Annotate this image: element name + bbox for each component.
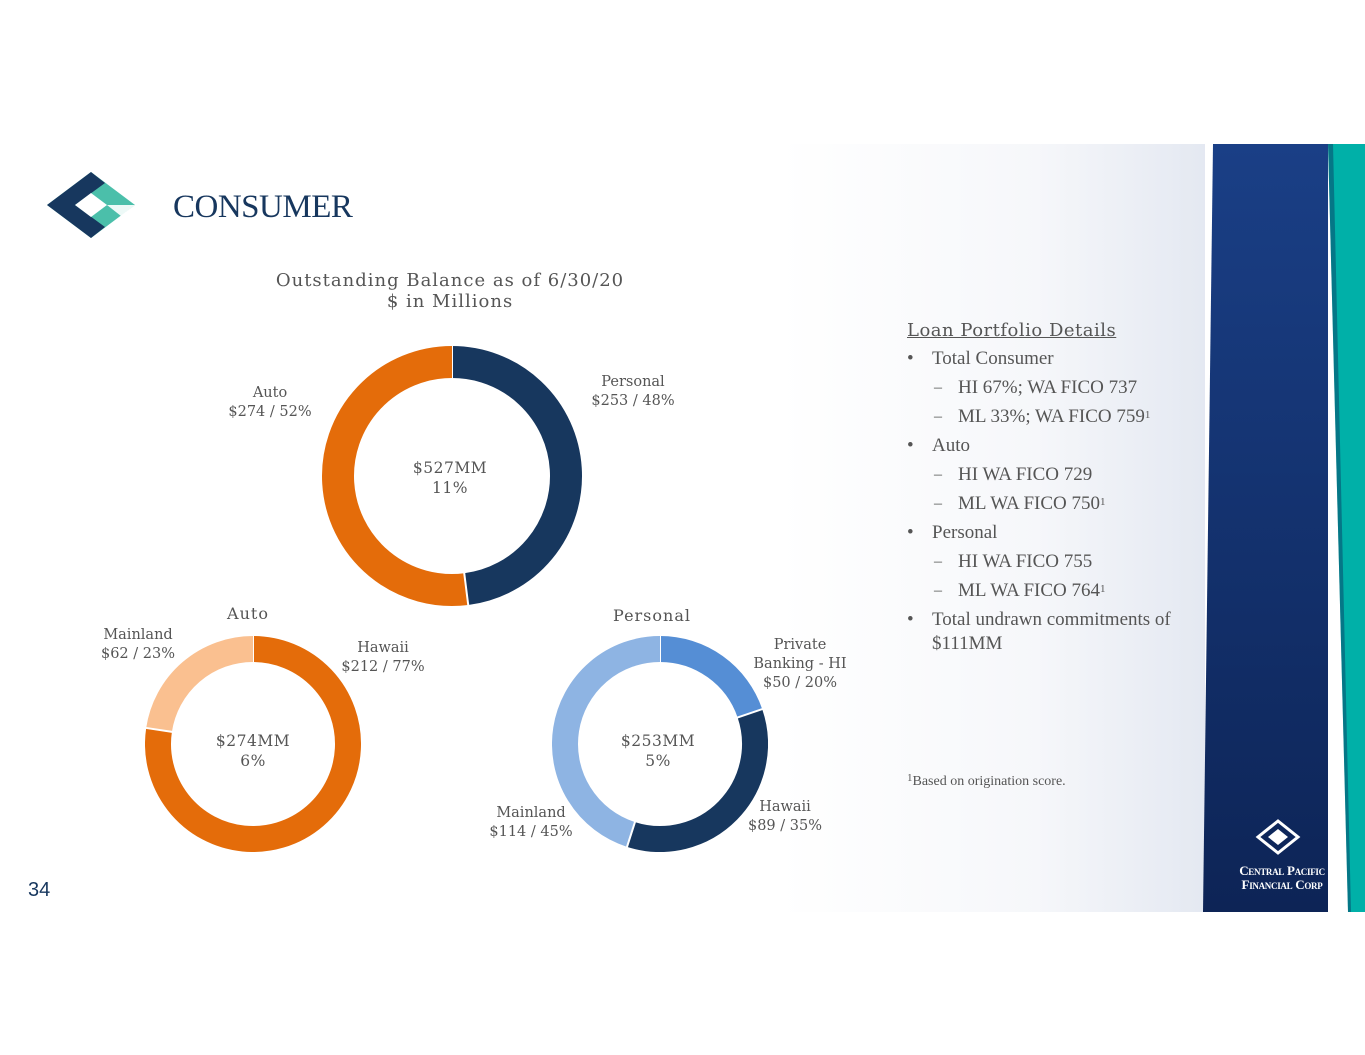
brand-logo-icon bbox=[1255, 819, 1301, 855]
donut-slice-mainland bbox=[552, 636, 661, 847]
chart-title-line: Outstanding Balance as of 6/30/20 bbox=[275, 270, 625, 291]
bullet-total-consumer: Total Consumer bbox=[907, 347, 1177, 371]
bullet-undrawn: Total undrawn commitments of $111MM bbox=[907, 608, 1177, 656]
sub-bullet-auto-hi: HI WA FICO 729 bbox=[907, 463, 1177, 487]
slice-separator bbox=[145, 726, 174, 733]
sub-bullet-personal-ml: ML WA FICO 7641 bbox=[907, 579, 1177, 603]
company-logo-icon bbox=[47, 172, 135, 238]
auto-donut-center: $274MM 6% bbox=[193, 731, 313, 771]
slice-separator bbox=[736, 707, 764, 719]
footnote: 1Based on origination score. bbox=[907, 772, 1066, 789]
center-value: $527MM bbox=[412, 459, 488, 477]
center-value: $274MM bbox=[215, 732, 291, 750]
slide: Central Pacific Financial Corp CONSUMER … bbox=[0, 144, 1365, 912]
label-personal: Personal $253 / 48% bbox=[591, 374, 675, 409]
personal-donut-chart bbox=[552, 636, 768, 852]
main-donut-chart bbox=[322, 345, 582, 607]
donut-slice-hawaii bbox=[627, 709, 768, 852]
donut-slice-personal bbox=[451, 346, 582, 605]
auto-donut-chart bbox=[145, 636, 361, 852]
personal-donut-center: $253MM 5% bbox=[598, 731, 718, 771]
personal-chart-title: Personal bbox=[613, 606, 691, 625]
loan-portfolio-details: Loan Portfolio Details Total Consumer HI… bbox=[907, 320, 1177, 661]
sub-bullet-ml-total: ML 33%; WA FICO 7591 bbox=[907, 405, 1177, 429]
label-personal-mainland: Mainland $114 / 45% bbox=[489, 805, 573, 840]
page-number: 34 bbox=[28, 879, 51, 901]
donut-slice-auto bbox=[322, 346, 469, 606]
bullet-personal: Personal bbox=[907, 521, 1177, 545]
details-header: Loan Portfolio Details bbox=[907, 320, 1117, 341]
sub-bullet-auto-ml: ML WA FICO 7501 bbox=[907, 492, 1177, 516]
center-percent: 5% bbox=[645, 752, 671, 770]
donut-slice-private-banking-hi bbox=[659, 636, 763, 718]
center-value: $253MM bbox=[620, 732, 696, 750]
sub-bullet-personal-hi: HI WA FICO 755 bbox=[907, 550, 1177, 574]
label-auto-hawaii: Hawaii $212 / 77% bbox=[341, 640, 425, 675]
main-chart-title: Outstanding Balance as of 6/30/20 $ in M… bbox=[200, 270, 700, 312]
label-auto: Auto $274 / 52% bbox=[228, 385, 312, 420]
label-private-banking: Private Banking - HI $50 / 20% bbox=[753, 637, 847, 691]
auto-chart-title: Auto bbox=[227, 604, 269, 623]
sub-bullet-hi-total: HI 67%; WA FICO 737 bbox=[907, 376, 1177, 400]
brand-name: Central Pacific Financial Corp bbox=[1239, 863, 1325, 892]
slice-separator bbox=[625, 820, 637, 849]
center-percent: 11% bbox=[432, 479, 468, 497]
center-percent: 6% bbox=[240, 752, 266, 770]
label-personal-hawaii: Hawaii $89 / 35% bbox=[747, 799, 822, 834]
right-band bbox=[1203, 144, 1365, 912]
teal-stripe bbox=[1328, 144, 1365, 912]
page-title: CONSUMER bbox=[173, 189, 353, 225]
chart-subtitle: $ in Millions bbox=[386, 291, 514, 312]
main-donut-center: $527MM 11% bbox=[390, 458, 510, 498]
donut-slice-hawaii bbox=[145, 636, 361, 852]
slice-separator bbox=[463, 572, 470, 607]
donut-slice-mainland bbox=[146, 636, 254, 733]
bullet-auto: Auto bbox=[907, 434, 1177, 458]
label-auto-mainland: Mainland $62 / 23% bbox=[100, 627, 175, 662]
